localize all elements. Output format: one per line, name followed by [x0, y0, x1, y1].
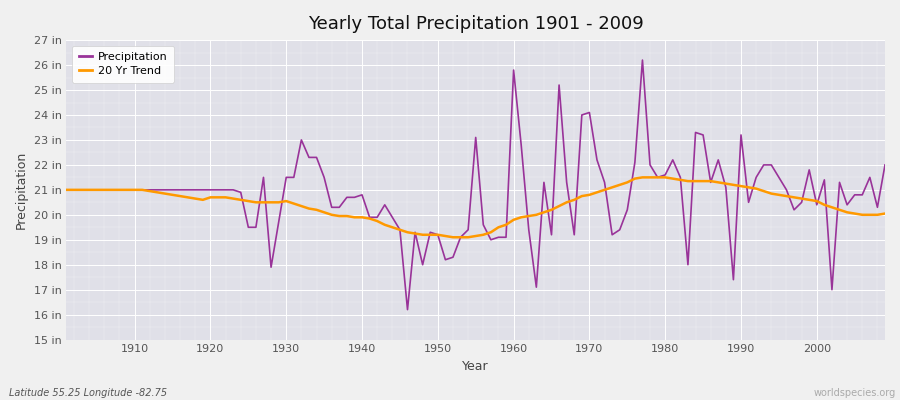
Precipitation: [508, 68, 519, 72]
20 Yr Trend: [334, 214, 345, 218]
Precipitation: [288, 175, 299, 180]
20 Yr Trend: [879, 211, 890, 216]
20 Yr Trend: [607, 185, 617, 190]
Precipitation: [637, 58, 648, 62]
Precipitation: [61, 188, 72, 192]
Y-axis label: Precipitation: Precipitation: [15, 151, 28, 229]
Text: worldspecies.org: worldspecies.org: [814, 388, 896, 398]
Legend: Precipitation, 20 Yr Trend: Precipitation, 20 Yr Trend: [72, 46, 174, 82]
X-axis label: Year: Year: [463, 360, 489, 373]
Precipitation: [334, 205, 345, 210]
20 Yr Trend: [288, 201, 299, 206]
Precipitation: [122, 188, 132, 192]
20 Yr Trend: [122, 188, 132, 192]
20 Yr Trend: [516, 215, 526, 220]
Precipitation: [607, 232, 617, 237]
Title: Yearly Total Precipitation 1901 - 2009: Yearly Total Precipitation 1901 - 2009: [308, 15, 644, 33]
Text: Latitude 55.25 Longitude -82.75: Latitude 55.25 Longitude -82.75: [9, 388, 167, 398]
20 Yr Trend: [61, 188, 72, 192]
Line: 20 Yr Trend: 20 Yr Trend: [67, 177, 885, 237]
Precipitation: [402, 307, 413, 312]
Line: Precipitation: Precipitation: [67, 60, 885, 310]
20 Yr Trend: [508, 217, 519, 222]
Precipitation: [879, 162, 890, 167]
20 Yr Trend: [637, 175, 648, 180]
Precipitation: [516, 142, 526, 147]
20 Yr Trend: [447, 235, 458, 240]
